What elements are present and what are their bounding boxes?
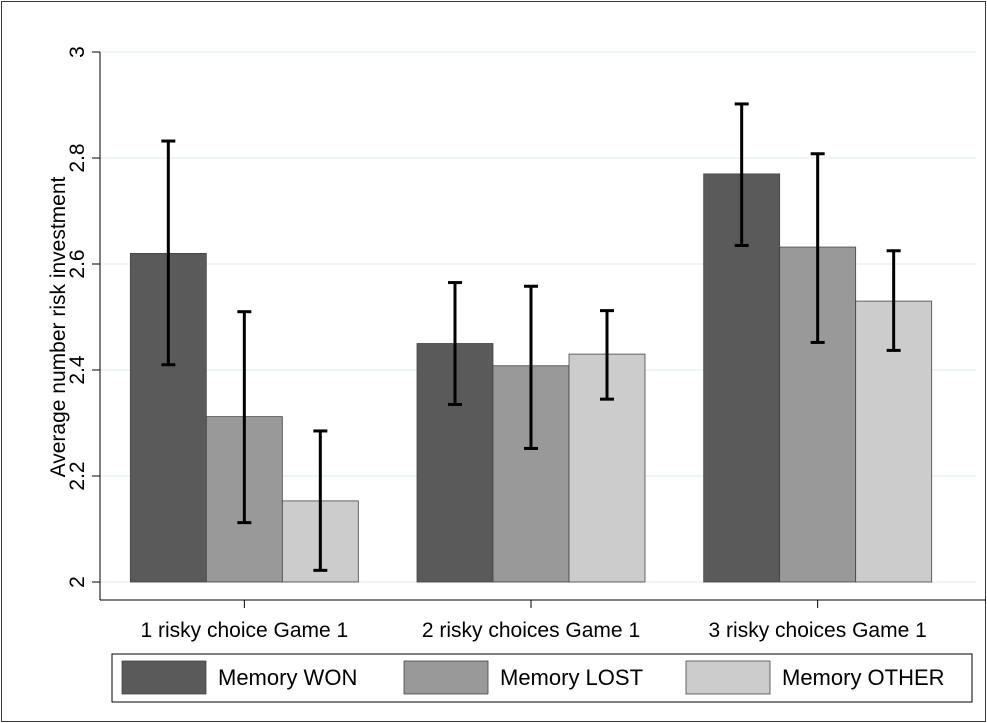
y-axis-title: Average number risk investment <box>47 176 70 477</box>
y-tick-label: 2.4 <box>66 355 89 385</box>
y-ticks: 2 2.2 2.4 2.6 2.8 3 <box>66 46 100 588</box>
legend-label: Memory LOST <box>500 665 643 690</box>
legend-swatch <box>403 660 489 695</box>
x-tick-label: 3 risky choices Game 1 <box>709 619 927 642</box>
error-bars <box>161 102 901 572</box>
legend-label: Memory OTHER <box>782 665 945 690</box>
legend-swatch <box>121 660 207 695</box>
bar <box>492 365 570 583</box>
legend: Memory WON Memory LOST Memory OTHER <box>111 653 973 703</box>
legend-swatch <box>685 660 771 695</box>
y-tick-label: 2.8 <box>66 143 89 172</box>
legend-box <box>111 653 973 703</box>
y-tick-label: 2.2 <box>66 461 89 490</box>
y-tick-label: 2.6 <box>66 249 89 278</box>
y-tick-label: 3 <box>66 46 89 58</box>
x-ticks: 1 risky choice Game 1 2 risky choices Gam… <box>140 600 927 642</box>
x-tick-label: 2 risky choices Game 1 <box>422 619 640 642</box>
axes <box>99 52 986 601</box>
legend-label: Memory WON <box>218 665 357 690</box>
x-tick-label: 1 risky choice Game 1 <box>140 619 348 642</box>
y-tick-label: 2 <box>66 576 89 588</box>
